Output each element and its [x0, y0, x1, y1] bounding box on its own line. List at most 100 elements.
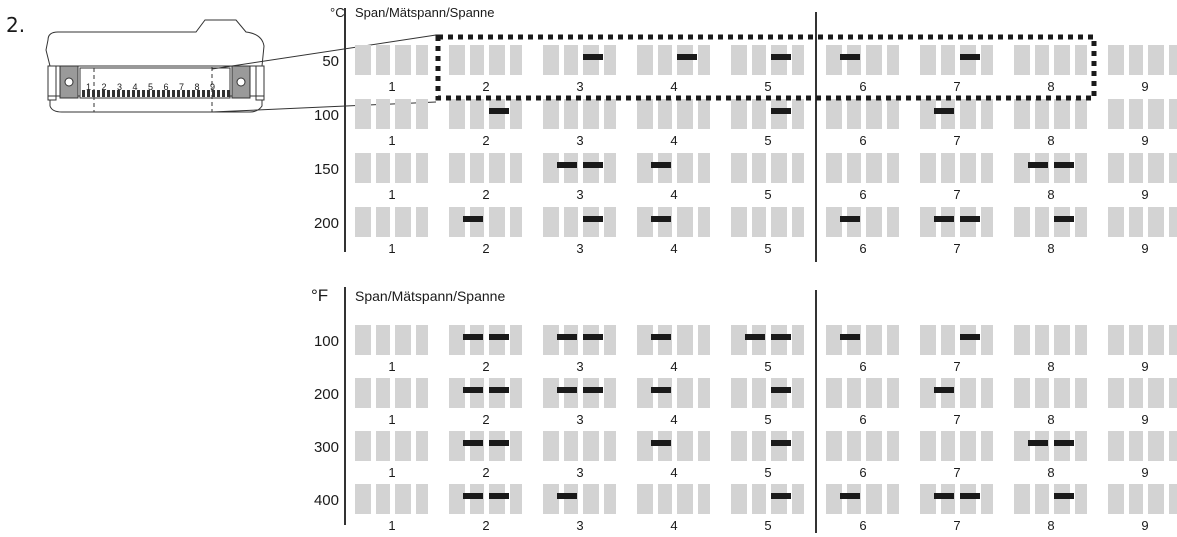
- switch-segment: [1035, 99, 1049, 129]
- dip-switch: 4: [637, 99, 710, 148]
- switch-segment: [941, 45, 955, 75]
- connector-pin: [172, 90, 175, 97]
- switch-segment: [449, 207, 465, 237]
- switch-number: 9: [1141, 412, 1148, 427]
- dip-switch: 1: [355, 153, 428, 202]
- switch-on-marker: [651, 334, 671, 340]
- switch-segment: [604, 99, 616, 129]
- switch-segment: [1075, 207, 1087, 237]
- fahrenheit-row-label: 300: [314, 439, 339, 456]
- switch-segment: [395, 431, 411, 461]
- dip-switch: 4: [637, 378, 710, 427]
- switch-number: 4: [670, 79, 677, 94]
- switch-segment: [731, 431, 747, 461]
- dip-switch: 3: [543, 325, 616, 374]
- switch-number: 9: [1141, 518, 1148, 533]
- switch-segment: [1129, 207, 1143, 237]
- switch-segment: [1108, 207, 1124, 237]
- switch-segment: [866, 484, 882, 514]
- switch-segment: [376, 325, 390, 355]
- switch-on-marker: [583, 216, 603, 222]
- celsius-unit-label: °C: [330, 5, 345, 20]
- dip-switch: 6: [826, 153, 899, 202]
- switch-segment: [752, 484, 766, 514]
- switch-segment: [543, 431, 559, 461]
- switch-segment: [866, 207, 882, 237]
- switch-number: 5: [764, 187, 771, 202]
- switch-segment: [543, 99, 559, 129]
- switch-segment: [698, 484, 710, 514]
- switch-segment: [677, 153, 693, 183]
- celsius-row-label: 50: [322, 53, 339, 70]
- switch-number: 6: [859, 412, 866, 427]
- switch-on-marker: [583, 54, 603, 60]
- connector-pin: [207, 90, 210, 97]
- switch-segment: [981, 431, 993, 461]
- switch-segment: [847, 153, 861, 183]
- switch-segment: [1075, 484, 1087, 514]
- switch-segment: [543, 45, 559, 75]
- switch-segment: [677, 207, 693, 237]
- switch-on-marker: [1054, 493, 1074, 499]
- dip-switch: 9: [1108, 431, 1177, 480]
- switch-number: 7: [953, 359, 960, 374]
- switch-segment: [510, 153, 522, 183]
- switch-on-marker: [934, 216, 954, 222]
- switch-segment: [677, 325, 693, 355]
- switch-number: 8: [1047, 412, 1054, 427]
- connector-pin: [87, 90, 90, 97]
- dip-switch: 6: [826, 484, 899, 533]
- celsius-row-label: 100: [314, 107, 339, 124]
- dip-switch: 9: [1108, 378, 1177, 427]
- switch-segment: [604, 325, 616, 355]
- switch-segment: [658, 99, 672, 129]
- dip-switch: 3: [543, 153, 616, 202]
- switch-on-marker: [840, 334, 860, 340]
- switch-segment: [941, 153, 955, 183]
- dip-switch: 8: [1014, 99, 1087, 148]
- switch-segment: [920, 207, 936, 237]
- switch-segment: [395, 45, 411, 75]
- switch-segment: [376, 207, 390, 237]
- switch-segment: [658, 484, 672, 514]
- switch-segment: [920, 153, 936, 183]
- dip-switch: 8: [1014, 431, 1087, 480]
- connector-pin: [157, 90, 160, 97]
- connector-pin: [182, 90, 185, 97]
- switch-on-marker: [557, 493, 577, 499]
- switch-on-marker: [934, 493, 954, 499]
- dip-switch: 3: [543, 378, 616, 427]
- switch-segment: [510, 207, 522, 237]
- dip-switch: 3: [543, 99, 616, 148]
- switch-on-marker: [489, 493, 509, 499]
- switch-segment: [449, 484, 465, 514]
- switch-segment: [1129, 325, 1143, 355]
- dip-switch: 4: [637, 484, 710, 533]
- switch-segment: [866, 431, 882, 461]
- switch-segment: [887, 207, 899, 237]
- switch-segment: [792, 378, 804, 408]
- switch-segment: [752, 378, 766, 408]
- switch-on-marker: [745, 334, 765, 340]
- switch-segment: [826, 325, 842, 355]
- switch-number: 2: [482, 133, 489, 148]
- switch-on-marker: [583, 162, 603, 168]
- switch-segment: [1169, 45, 1177, 75]
- switch-segment: [355, 153, 371, 183]
- connector-pin: [227, 90, 230, 97]
- switch-segment: [543, 484, 559, 514]
- dip-switch: 7: [920, 99, 993, 148]
- switch-segment: [1075, 378, 1087, 408]
- connector-pin-number: 9: [210, 82, 215, 92]
- dip-switch: 4: [637, 207, 710, 256]
- switch-segment: [637, 484, 653, 514]
- switch-segment: [637, 99, 653, 129]
- switch-number: 9: [1141, 359, 1148, 374]
- switch-number: 1: [388, 412, 395, 427]
- switch-segment: [355, 378, 371, 408]
- switch-segment: [637, 207, 653, 237]
- switch-on-marker: [840, 216, 860, 222]
- dip-switch: 6: [826, 207, 899, 256]
- switch-segment: [792, 45, 804, 75]
